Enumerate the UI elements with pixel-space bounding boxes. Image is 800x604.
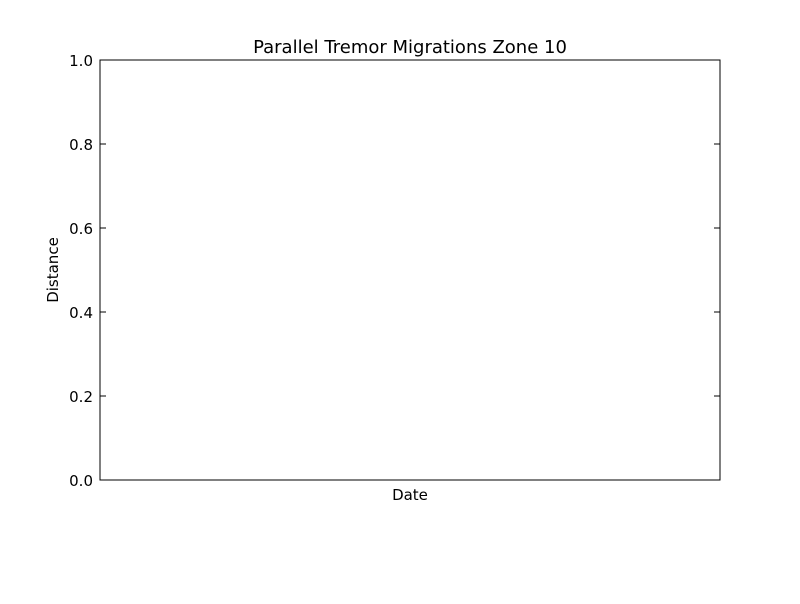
y-axis-tick-labels: 0.0 0.2 0.4 0.6 0.8 1.0 [69, 52, 93, 490]
x-axis-label: Date [392, 486, 428, 504]
y-tick-label: 0.0 [69, 472, 93, 490]
chart-title: Parallel Tremor Migrations Zone 10 [253, 37, 567, 58]
y-tick-label: 0.6 [69, 220, 93, 238]
y-axis-label: Distance [44, 237, 62, 303]
y-tick-label: 0.2 [69, 388, 93, 406]
y-tick-label: 1.0 [69, 52, 93, 70]
axes-frame [99, 59, 721, 481]
y-tick-label: 0.4 [69, 304, 93, 322]
y-axis-ticks [100, 59, 720, 481]
y-tick-label: 0.8 [69, 136, 93, 154]
